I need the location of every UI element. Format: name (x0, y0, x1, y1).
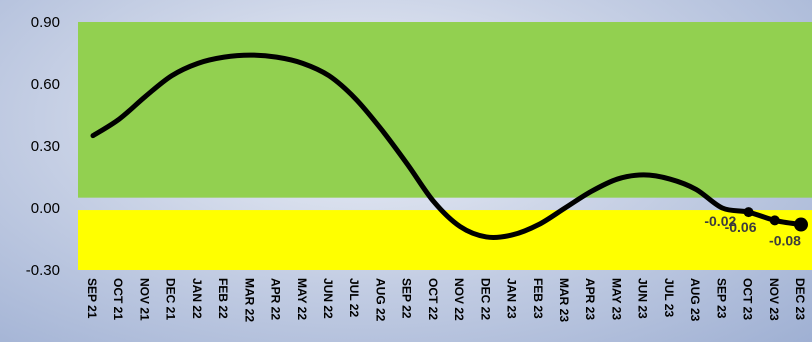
x-tick-label: SEP 21 (85, 278, 99, 319)
x-tick-label: SEP 22 (400, 278, 414, 319)
data-label: -0.08 (769, 233, 801, 249)
x-tick-label: JUN 23 (636, 278, 650, 319)
y-tick-label: 0.30 (31, 138, 60, 155)
x-tick-label: MAY 22 (295, 278, 309, 320)
x-tick-label: OCT 23 (741, 278, 755, 320)
y-tick-label: 0.60 (31, 76, 60, 93)
x-tick-label: FEB 22 (216, 278, 230, 319)
background-bands (78, 22, 812, 270)
x-tick-label: NOV 22 (452, 278, 466, 321)
y-tick-label: 0.00 (31, 200, 60, 217)
series-line (90, 52, 804, 240)
x-axis: SEP 21 OCT 21 NOV 21 DEC 21 JAN 22 FEB 22 MAR … (85, 278, 807, 322)
x-tick-label: NOV 23 (767, 278, 781, 321)
data-labels: -0.02-0.06 -0.08 (704, 213, 801, 249)
x-tick-label: AUG 23 (688, 278, 702, 322)
series-layer (90, 52, 808, 240)
x-tick-label: OCT 22 (426, 278, 440, 320)
x-tick-label: SEP 23 (714, 278, 728, 319)
x-tick-label: MAR 23 (557, 278, 571, 322)
x-tick-label: FEB 23 (531, 278, 545, 319)
y-tick-label: -0.30 (26, 262, 60, 279)
x-tick-label: DEC 22 (478, 278, 492, 320)
data-point-marker (794, 217, 808, 232)
x-tick-label: DEC 23 (793, 278, 807, 320)
x-tick-label: JAN 23 (505, 278, 519, 319)
x-tick-label: MAR 22 (242, 278, 256, 322)
x-tick-label: NOV 21 (137, 278, 151, 321)
x-tick-label: OCT 21 (111, 278, 125, 320)
x-tick-label: JAN 22 (190, 278, 204, 319)
band-0 (78, 22, 812, 198)
x-tick-label: JUN 22 (321, 278, 335, 319)
x-tick-label: APR 23 (583, 278, 597, 320)
x-tick-label: APR 22 (269, 278, 283, 320)
data-label: -0.06 (725, 219, 757, 235)
data-point-marker (743, 207, 754, 218)
band-1 (78, 210, 812, 270)
y-axis: 0.90 0.60 0.30 0.00 -0.30 (26, 14, 60, 279)
x-tick-label: MAY 23 (609, 278, 623, 320)
y-tick-label: 0.90 (31, 14, 60, 31)
x-tick-label: JUL 22 (347, 278, 361, 317)
data-label: -0.02 (704, 213, 736, 229)
x-tick-label: JUL 23 (662, 278, 676, 317)
data-point-marker (769, 215, 780, 226)
x-tick-label: AUG 22 (373, 278, 387, 322)
x-tick-label: DEC 21 (164, 278, 178, 320)
